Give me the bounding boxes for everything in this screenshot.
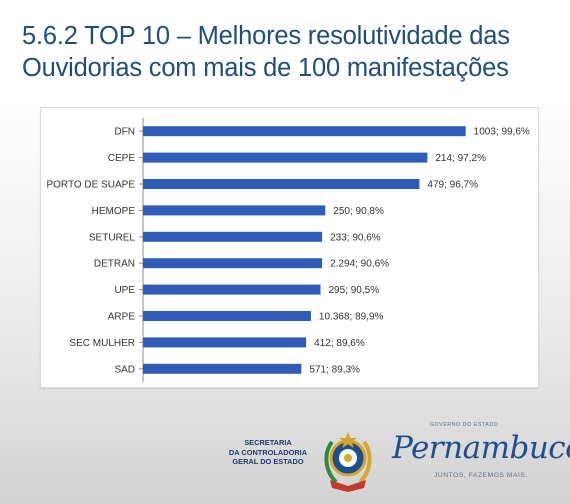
bar — [143, 337, 307, 348]
footer: SECRETARIA DA CONTROLADORIA GERAL DO EST… — [0, 420, 570, 504]
category-label: PORTO DE SUAPE — [46, 180, 135, 191]
gov-slogan: JUNTOS, FAZEMOS MAIS. — [434, 472, 528, 479]
category-label: UPE — [114, 285, 135, 296]
gov-name: Pernambuco — [392, 430, 570, 466]
crest-sun — [344, 454, 352, 462]
data-label: 479; 96,7% — [427, 180, 478, 191]
data-label: 250; 90,8% — [333, 206, 384, 217]
category-label: SAD — [114, 364, 135, 375]
chart-panel: DFN 1003; 99,6% CEPE 214; 97,2% PORTO DE SUA… — [40, 107, 539, 388]
bar — [143, 179, 420, 189]
category-label: HEMOPE — [92, 206, 136, 217]
sec-line-1: SECRETARIA — [244, 438, 292, 447]
gov-top-text: GOVERNO DO ESTADO — [430, 422, 499, 428]
slide-title: 5.6.2 TOP 10 – Melhores resolutividade d… — [22, 20, 567, 84]
bar — [143, 284, 321, 295]
bar — [143, 152, 428, 163]
category-label: SEC MULHER — [69, 338, 135, 349]
data-label: 233; 90,6% — [330, 232, 381, 243]
controladoria-logo-text: SECRETARIA DA CONTROLADORIA GERAL DO EST… — [222, 438, 314, 467]
bar — [143, 363, 302, 374]
bar — [143, 311, 311, 321]
crest-wreath-right — [358, 440, 372, 484]
category-label: DFN — [114, 127, 135, 138]
sec-line-3: GERAL DO ESTADO — [232, 457, 304, 466]
bar-chart: DFN 1003; 99,6% CEPE 214; 97,2% PORTO DE SUA… — [46, 118, 530, 382]
category-label: CEPE — [108, 153, 136, 164]
pernambuco-coat-of-arms-icon — [324, 432, 372, 492]
bar — [143, 231, 323, 242]
crest-wreath-left — [324, 440, 338, 484]
crest-ribbon — [330, 480, 366, 492]
bar — [143, 205, 326, 216]
category-label: DETRAN — [94, 259, 135, 270]
data-label: 214; 97,2% — [435, 153, 486, 164]
crest-star — [339, 432, 357, 448]
data-label: 1003; 99,6% — [474, 127, 530, 138]
data-label: 295; 90,5% — [329, 285, 380, 296]
slide-title-line-1: 5.6.2 TOP 10 – Melhores resolutividade d… — [22, 22, 510, 50]
data-label: 412; 89,6% — [314, 338, 365, 349]
bar — [143, 126, 466, 137]
bar — [143, 258, 323, 269]
data-label: 10.368; 89,9% — [319, 312, 384, 323]
category-label: ARPE — [108, 312, 136, 323]
slide-title-line-2: Ouvidorias com mais de 100 manifestações — [22, 54, 509, 82]
government-logo: GOVERNO DO ESTADO Pernambuco JUNTOS, FAZ… — [388, 422, 570, 492]
data-label: 2.294; 90,6% — [330, 259, 389, 270]
category-label: SETUREL — [89, 232, 136, 243]
sec-line-2: DA CONTROLADORIA — [228, 447, 308, 457]
data-label: 571; 89,3% — [309, 364, 360, 375]
